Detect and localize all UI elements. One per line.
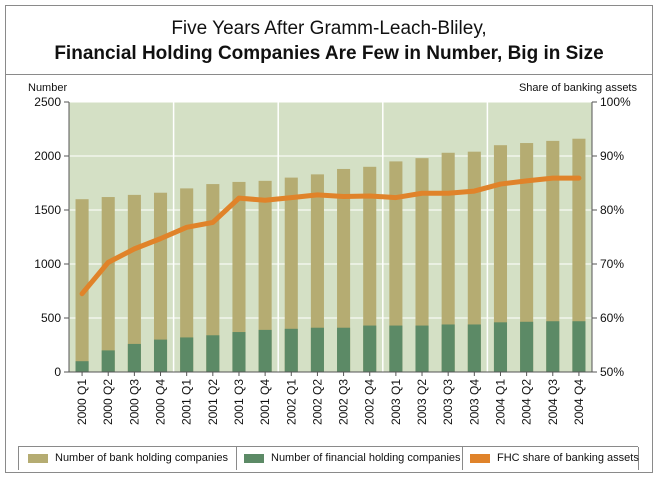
legend-swatch-fhc	[244, 453, 264, 463]
bar-bhc	[75, 199, 89, 372]
right-tick-label: 60%	[600, 311, 624, 325]
bar-fhc	[206, 335, 220, 372]
bar-fhc	[75, 361, 89, 372]
right-tick-label: 90%	[600, 149, 624, 163]
bar-bhc	[127, 194, 141, 372]
x-tick-label: 2000 Q1	[75, 379, 89, 425]
x-tick-label: 2004 Q2	[520, 379, 534, 425]
bar-fhc	[467, 324, 481, 372]
x-tick-label: 2004 Q3	[546, 379, 560, 425]
bar-bhc	[180, 188, 194, 372]
legend-divider	[462, 447, 463, 470]
x-tick-label: 2001 Q1	[180, 379, 194, 425]
bar-bhc	[546, 140, 560, 372]
right-axis-title: Share of banking assets	[519, 82, 638, 94]
bar-bhc	[493, 145, 508, 372]
x-tick-label: 2001 Q4	[258, 379, 272, 425]
bar-fhc	[310, 327, 324, 372]
legend-label-share: FHC share of banking assets	[497, 452, 639, 464]
bar-bhc	[363, 166, 377, 372]
bar-bhc	[337, 168, 351, 372]
chart-frame: Five Years After Gramm-Leach-Bliley, Fin…	[5, 5, 653, 473]
legend-item-share: FHC share of banking assets	[470, 452, 639, 464]
bar-fhc	[493, 322, 508, 372]
legend-item-bhc: Number of bank holding companies	[28, 452, 228, 464]
bar-bhc	[284, 177, 298, 372]
bar-bhc	[389, 161, 403, 372]
bar-fhc	[284, 328, 298, 372]
x-tick-label: 2003 Q3	[441, 379, 455, 425]
right-tick-label: 50%	[600, 365, 624, 379]
x-tick-label: 2002 Q3	[337, 379, 351, 425]
x-tick-label: 2000 Q4	[154, 379, 168, 425]
x-tick-label: 2002 Q4	[363, 379, 377, 425]
x-tick-label: 2004 Q1	[493, 379, 507, 425]
right-tick-label: 100%	[600, 95, 631, 109]
title-box: Five Years After Gramm-Leach-Bliley, Fin…	[6, 6, 652, 75]
legend-divider	[236, 447, 237, 470]
bar-fhc	[572, 321, 586, 372]
x-tick-label: 2002 Q1	[284, 379, 298, 425]
bar-fhc	[232, 332, 246, 372]
x-tick-label: 2003 Q2	[415, 379, 429, 425]
bar-bhc	[572, 138, 586, 372]
bar-fhc	[415, 325, 429, 372]
legend-divider	[638, 447, 639, 470]
x-tick-label: 2004 Q4	[572, 379, 586, 425]
bar-fhc	[258, 329, 272, 372]
bar-bhc	[206, 184, 220, 372]
legend-label-bhc: Number of bank holding companies	[55, 452, 229, 464]
x-tick-label: 2000 Q3	[127, 379, 141, 425]
bar-fhc	[441, 324, 455, 372]
legend-swatch-bhc	[28, 453, 48, 463]
chart-title-line1: Five Years After Gramm-Leach-Bliley,	[171, 18, 487, 39]
bar-bhc	[232, 181, 246, 372]
bar-fhc	[389, 325, 403, 372]
left-axis-title: Number	[28, 82, 67, 94]
chart-title-line2: Financial Holding Companies Are Few in N…	[54, 43, 604, 64]
left-tick-label: 0	[54, 365, 61, 379]
x-tick-label: 2001 Q3	[232, 379, 246, 425]
bar-bhc	[520, 143, 534, 372]
line-fhc-share	[79, 175, 582, 297]
bar-bhc	[101, 197, 115, 372]
x-tick-label: 2001 Q2	[206, 379, 220, 425]
bar-fhc	[127, 343, 141, 372]
legend-top-border	[18, 446, 638, 447]
x-tick-label: 2003 Q4	[467, 379, 481, 425]
right-tick-label: 80%	[600, 203, 624, 217]
bar-fhc	[363, 325, 377, 372]
left-tick-label: 1000	[34, 257, 61, 271]
bar-bhc	[467, 151, 481, 372]
x-tick-label: 2000 Q2	[101, 379, 115, 425]
left-tick-label: 500	[41, 311, 61, 325]
left-tick-label: 2000	[34, 149, 61, 163]
plot-background	[69, 102, 592, 372]
legend-divider	[18, 447, 19, 470]
legend-label-fhc: Number of financial holding companies	[271, 452, 461, 464]
bar-fhc	[180, 337, 194, 372]
bar-fhc	[337, 327, 351, 372]
left-tick-label: 2500	[34, 95, 61, 109]
bar-fhc	[101, 350, 115, 372]
bar-fhc	[546, 321, 560, 372]
x-tick-label: 2002 Q2	[310, 379, 324, 425]
x-tick-label: 2003 Q1	[389, 379, 403, 425]
left-tick-label: 1500	[34, 203, 61, 217]
right-tick-label: 70%	[600, 257, 624, 271]
bar-bhc	[258, 180, 272, 372]
legend-item-fhc: Number of financial holding companies	[244, 452, 461, 464]
bar-fhc	[153, 339, 168, 372]
bar-fhc	[520, 321, 534, 372]
legend-swatch-share	[470, 453, 490, 463]
bar-bhc	[441, 152, 455, 372]
bar-bhc	[415, 158, 429, 372]
bar-bhc	[310, 174, 324, 372]
